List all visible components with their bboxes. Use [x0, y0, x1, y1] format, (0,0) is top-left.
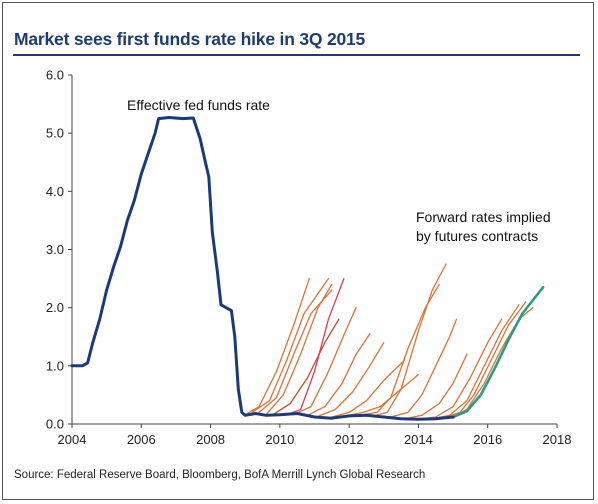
x-tick-label: 2004 — [58, 432, 87, 447]
forward-rate-line — [244, 277, 310, 416]
forward-rate-line — [390, 318, 458, 418]
y-tick-label: 5.0 — [46, 126, 64, 141]
forward-rate-line — [272, 318, 340, 416]
title-underline — [13, 54, 580, 56]
annotation-label: by futures contracts — [416, 228, 538, 244]
annotation-group: Effective fed funds rate Forward rates im… — [127, 97, 551, 244]
x-tick-label: 2006 — [127, 432, 156, 447]
forward-rate-line — [431, 304, 520, 420]
x-tick-label: 2016 — [473, 432, 502, 447]
x-tick-label: 2018 — [543, 432, 572, 447]
x-tick-label: 2014 — [404, 432, 433, 447]
fed-funds-line — [70, 116, 455, 421]
y-tick-label: 4.0 — [46, 184, 64, 199]
y-tick-label: 2.0 — [46, 300, 64, 315]
forward-rate-line — [451, 286, 545, 419]
chart-frame — [2, 2, 594, 500]
forward-rate-line — [293, 307, 357, 416]
forward-rate-line — [286, 277, 345, 416]
forward-rate-line — [265, 283, 333, 416]
forward-rate-line — [372, 263, 447, 417]
axes: 0.0 1.0 2.0 3.0 4.0 5.0 6.0 2004 2006 2008 2010 201… — [46, 68, 572, 448]
chart-title: Market sees first funds rate hike in 3Q … — [14, 29, 366, 49]
forward-rate-line — [345, 373, 420, 417]
forward-rate-line — [306, 333, 371, 416]
x-tick-label: 2010 — [265, 432, 294, 447]
y-tick-label: 0.0 — [46, 417, 64, 432]
y-tick-label: 1.0 — [46, 358, 64, 373]
forward-rate-line — [331, 359, 406, 418]
source-note: Source: Federal Reserve Board, Bloomberg… — [14, 469, 426, 481]
forward-rate-line — [403, 353, 468, 420]
series-group — [70, 116, 545, 421]
forward-rate-line — [258, 289, 333, 414]
annotation-label: Forward rates implied — [416, 209, 551, 225]
forward-rate-line — [442, 301, 527, 419]
annotation-label: Effective fed funds rate — [127, 97, 270, 113]
y-tick-label: 3.0 — [46, 242, 64, 257]
y-tick-label: 6.0 — [46, 68, 64, 83]
forward-rate-line — [317, 341, 385, 418]
x-tick-label: 2008 — [196, 432, 225, 447]
x-tick-label: 2012 — [335, 432, 364, 447]
forward-rate-line — [251, 277, 330, 414]
